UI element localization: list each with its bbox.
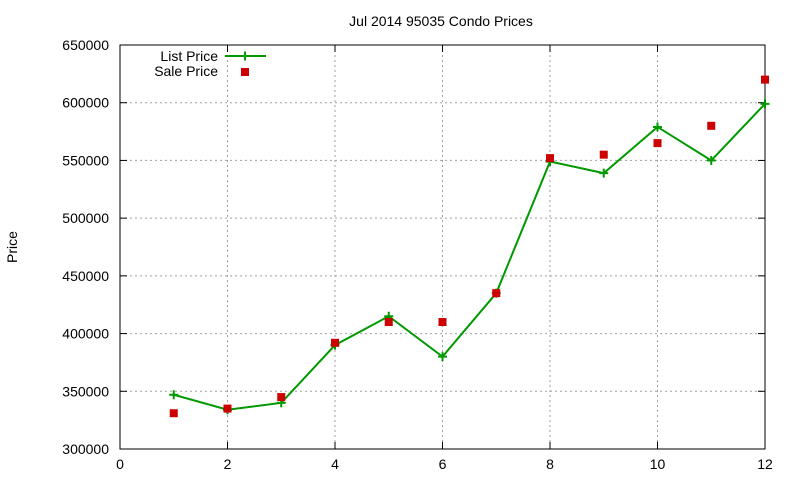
sale-price-point: [492, 289, 501, 298]
y-tick-label: 450000: [62, 268, 109, 284]
plot-frame: [119, 44, 766, 450]
y-tick-label: 350000: [62, 383, 109, 399]
list-price-point: [760, 99, 770, 109]
sale-price-point: [277, 393, 286, 402]
x-tick-label: 8: [546, 456, 554, 472]
legend-sale-price-marker: [241, 68, 249, 76]
grid-lines: [120, 45, 765, 449]
sale-price-point: [599, 150, 608, 159]
y-tick-label: 600000: [62, 95, 109, 111]
y-tick-label: 650000: [62, 37, 109, 53]
sale-price-point: [223, 404, 232, 413]
list-price-line: [173, 103, 766, 411]
x-tick-label: 4: [331, 456, 339, 472]
legend-sale-price-label: Sale Price: [154, 63, 218, 79]
sale-price-point: [707, 121, 716, 130]
list-price-point: [599, 168, 609, 178]
sale-price-point: [331, 338, 339, 347]
y-axis-ticks: 300000 350000 400000 450000 500000 550000 6000…: [62, 37, 765, 457]
sale-price-point: [169, 409, 178, 418]
list-price-point: [438, 352, 447, 362]
sale-price-point: [761, 75, 769, 84]
sale-price-series: [169, 75, 769, 418]
x-tick-label: 10: [650, 456, 666, 472]
x-tick-label: 0: [116, 456, 124, 472]
x-tick-label: 6: [439, 456, 447, 472]
y-axis-label: Price: [4, 231, 20, 263]
y-tick-label: 400000: [62, 326, 109, 342]
sale-price-point: [653, 139, 662, 148]
legend-list-price-label: List Price: [160, 48, 218, 64]
sale-price-point: [546, 154, 554, 163]
list-price-series: [169, 99, 770, 415]
list-price-point: [169, 390, 179, 400]
x-tick-label: 12: [757, 456, 773, 472]
y-tick-label: 300000: [62, 441, 109, 457]
sale-price-point: [438, 318, 447, 327]
y-tick-label: 550000: [62, 152, 109, 168]
list-price-point: [653, 122, 662, 132]
y-tick-label: 500000: [62, 210, 109, 226]
x-tick-label: 2: [224, 456, 232, 472]
chart-title: Jul 2014 95035 Condo Prices: [349, 13, 533, 29]
list-price-point: [706, 155, 716, 165]
x-axis-ticks: 0 2 4 6 8 10 12: [116, 45, 773, 472]
sale-price-point: [384, 318, 393, 327]
legend-list-price-marker: [240, 51, 250, 61]
